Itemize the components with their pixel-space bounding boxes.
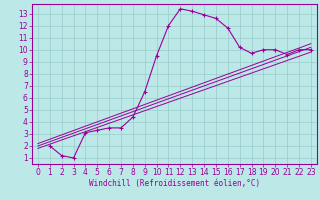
X-axis label: Windchill (Refroidissement éolien,°C): Windchill (Refroidissement éolien,°C) <box>89 179 260 188</box>
